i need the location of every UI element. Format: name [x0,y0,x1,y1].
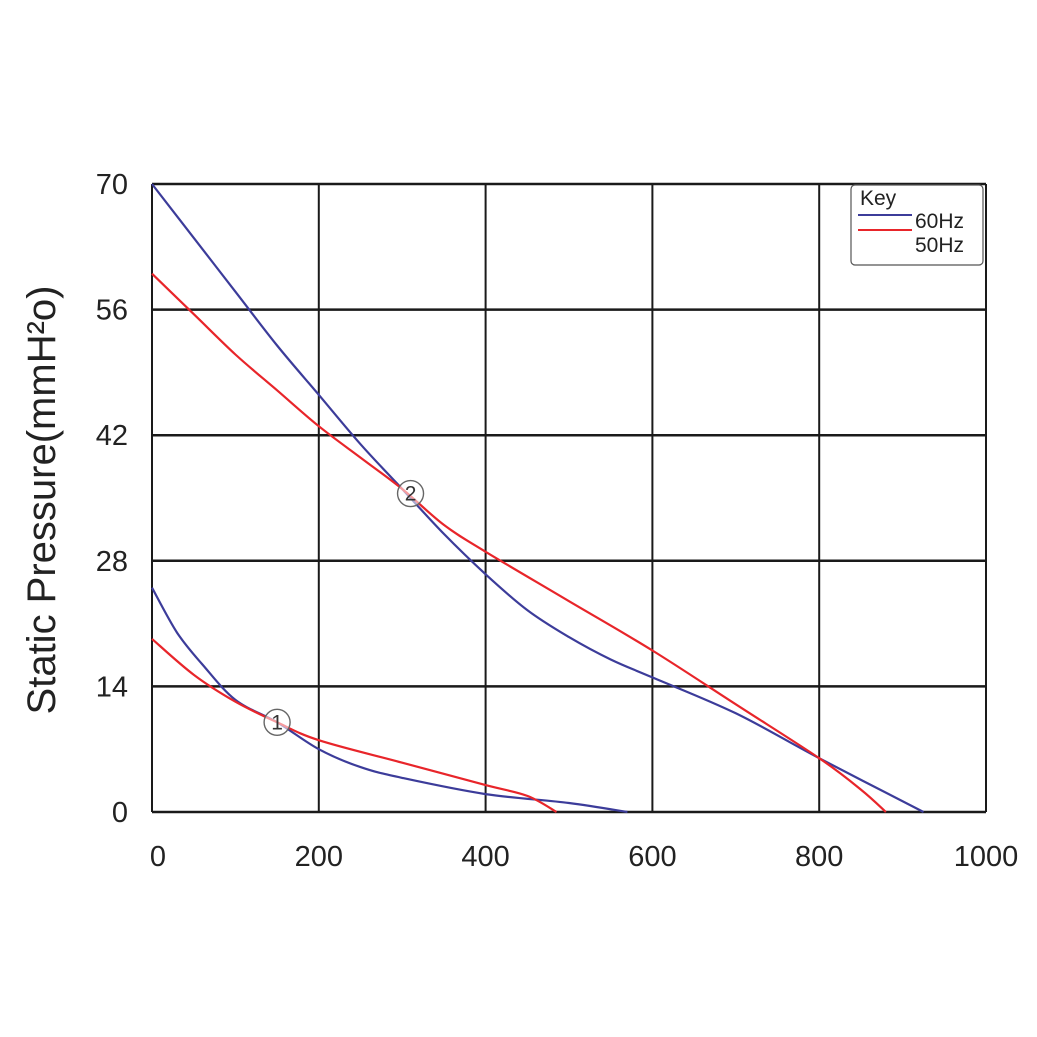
curve-marker-circle-2 [396,479,425,508]
tick-labels: 0 200 400 600 800 1000 70 56 42 28 14 0 [96,169,1019,873]
x-tick-label: 400 [461,841,509,873]
x-tick-label: 600 [628,841,676,873]
curve-marker-label-1: 1 [271,711,283,734]
series-layer [151,183,925,814]
series-line-60hz-curve-1 [151,587,628,814]
y-axis-label: Static Pressure(mmH²o) [20,286,64,715]
x-tick-label: 0 [150,841,166,873]
series-line-50hz-curve-2 [151,272,887,813]
y-tick-label: 0 [112,797,128,829]
legend-box [850,184,984,266]
x-tick-label: 1000 [954,841,1019,873]
y-tick-label: 14 [96,671,128,703]
series-line-60hz-curve-2 [151,183,925,813]
y-tick-label: 70 [96,169,128,201]
x-tick-label: 200 [295,841,343,873]
grid [151,182,987,814]
legend-label-60hz: 60Hz [915,210,964,233]
y-tick-label: 28 [96,546,128,578]
series-line-50hz-curve-1 [151,638,558,813]
y-tick-label: 42 [96,420,128,452]
y-tick-label: 56 [96,295,128,327]
curve-marker-circle-1 [263,708,291,736]
legend-label-50hz: 50Hz [915,234,964,257]
legend-title: Key [860,187,897,210]
x-tick-label: 800 [795,841,843,873]
annotations: 12 [263,479,425,736]
curve-marker-label-2: 2 [405,483,417,506]
